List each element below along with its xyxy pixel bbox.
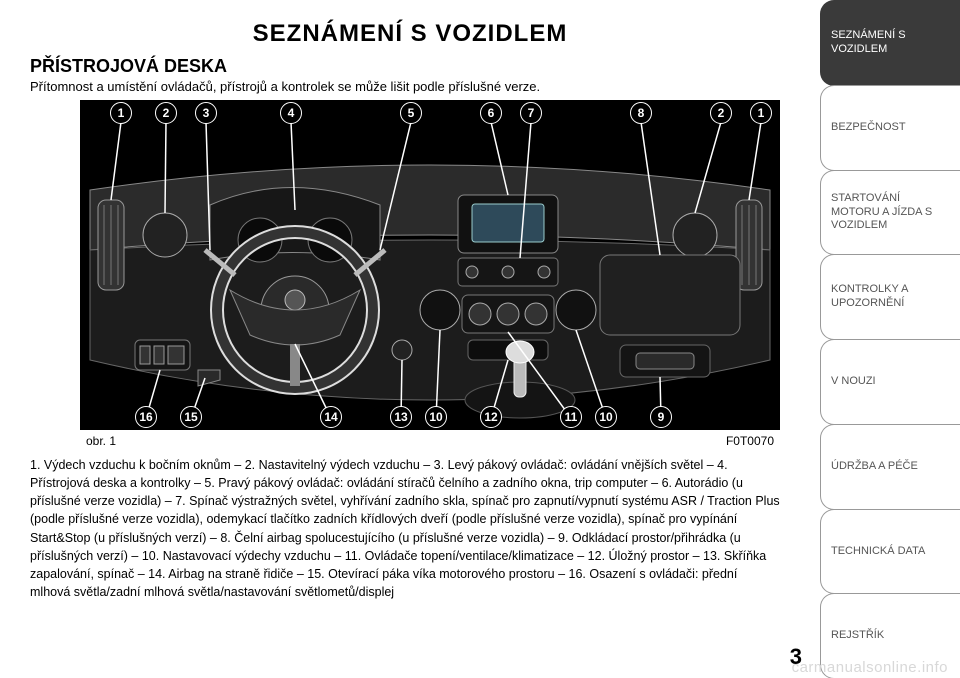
callout-3: 3	[195, 102, 217, 124]
callout-14: 14	[320, 406, 342, 428]
section-subtitle: PŘÍSTROJOVÁ DESKA	[30, 56, 790, 77]
tab-7[interactable]: REJSTŘÍK	[820, 593, 960, 678]
callout-6: 6	[480, 102, 502, 124]
tab-3[interactable]: KONTROLKY A UPOZORNĚNÍ	[820, 254, 960, 340]
tab-1[interactable]: BEZPEČNOST	[820, 85, 960, 171]
tab-5[interactable]: ÚDRŽBA A PÉČE	[820, 424, 960, 510]
manual-page: SEZNÁMENÍ S VOZIDLEM PŘÍSTROJOVÁ DESKA P…	[0, 0, 820, 678]
callout-11: 11	[560, 406, 582, 428]
callout-8: 8	[630, 102, 652, 124]
callout-7: 7	[520, 102, 542, 124]
figure-number: obr. 1	[86, 434, 116, 448]
tab-6[interactable]: TECHNICKÁ DATA	[820, 509, 960, 595]
page-number: 3	[790, 644, 802, 670]
callout-16: 16	[135, 406, 157, 428]
callout-10: 10	[425, 406, 447, 428]
section-tabs: SEZNÁMENÍ S VOZIDLEMBEZPEČNOSTSTARTOVÁNÍ…	[820, 0, 960, 678]
figure-wrap: 123456782116151413101211109 obr. 1 F0T00…	[80, 100, 780, 448]
callout-5: 5	[400, 102, 422, 124]
callout-12: 12	[480, 406, 502, 428]
figure-code: F0T0070	[726, 434, 774, 448]
figure-caption: obr. 1 F0T0070	[80, 430, 780, 448]
callout-4: 4	[280, 102, 302, 124]
callout-1: 1	[110, 102, 132, 124]
callout-2: 2	[155, 102, 177, 124]
page-title: SEZNÁMENÍ S VOZIDLEM	[30, 20, 790, 48]
dashboard-svg	[80, 100, 780, 430]
section-intro: Přítomnost a umístění ovládačů, přístroj…	[30, 79, 790, 94]
callout-15: 15	[180, 406, 202, 428]
tab-2[interactable]: STARTOVÁNÍ MOTORU A JÍZDA S VOZIDLEM	[820, 170, 960, 256]
tab-4[interactable]: V NOUZI	[820, 339, 960, 425]
callout-9: 9	[650, 406, 672, 428]
figure-legend: 1. Výdech vzduchu k bočním oknům – 2. Na…	[30, 456, 790, 601]
callout-2: 2	[710, 102, 732, 124]
callout-10: 10	[595, 406, 617, 428]
callout-13: 13	[390, 406, 412, 428]
callout-1: 1	[750, 102, 772, 124]
dashboard-figure: 123456782116151413101211109	[80, 100, 780, 430]
tab-0[interactable]: SEZNÁMENÍ S VOZIDLEM	[820, 0, 960, 86]
